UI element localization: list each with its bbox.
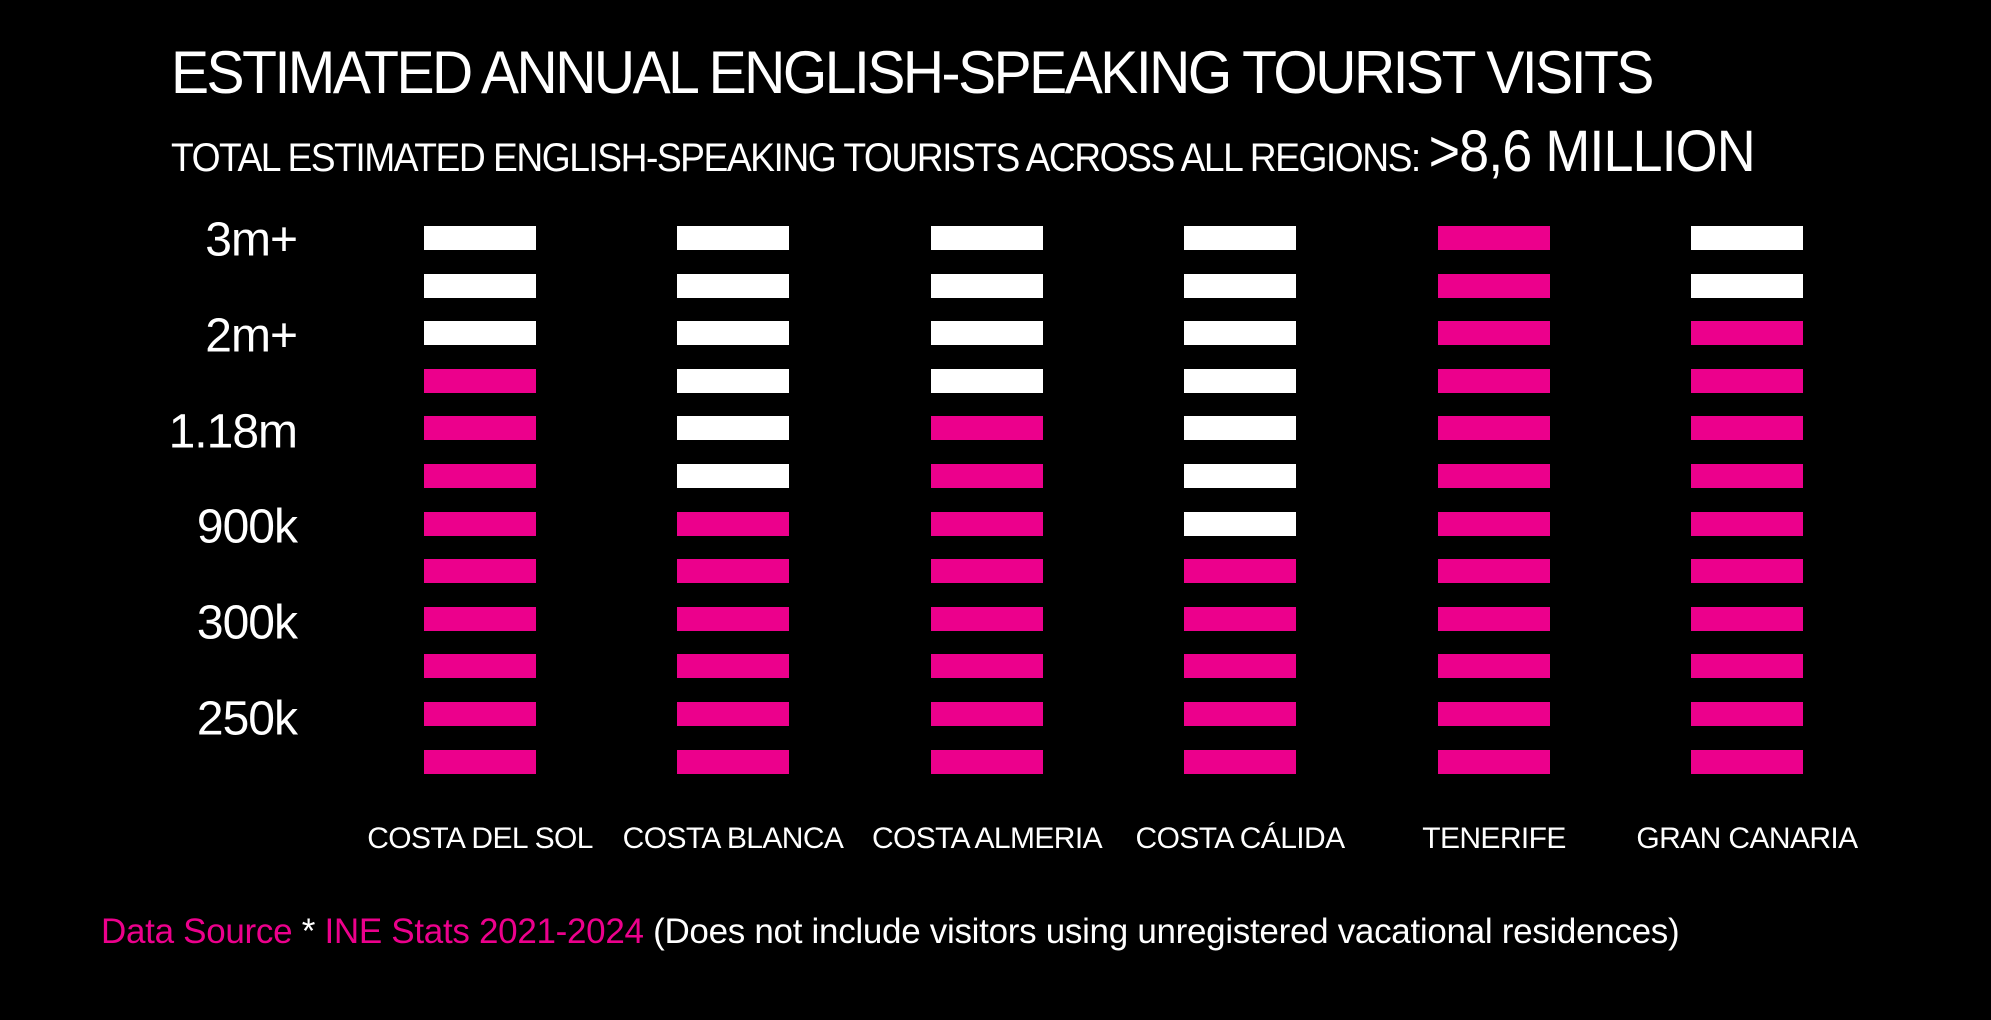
category-label: COSTA BLANCA [622,822,844,855]
bar-segment [424,749,536,774]
bar-segment [1438,464,1550,488]
bar-segment [424,702,536,726]
bar-segment [677,368,789,393]
bar-segment [1184,273,1296,298]
bar-segment [1184,368,1296,393]
bar-segment [1691,749,1803,774]
bar-segment [1691,321,1803,346]
y-tick-label: 300k [196,596,298,650]
category-label: COSTA ALMERIA [871,822,1103,855]
subtitle-total: >8,6 MILLION [1428,119,1756,184]
bar-segment [1184,511,1296,536]
subtitle-prefix: TOTAL ESTIMATED ENGLISH-SPEAKING TOURIST… [171,136,1429,180]
bar-segment [424,606,536,631]
source-name: INE Stats 2021-2024 [324,912,644,951]
bar-segment [1184,654,1296,679]
y-tick-label: 250k [196,692,298,746]
source-asterisk: * [292,912,325,951]
bar-segment [1438,606,1550,631]
bar-segment [1691,273,1803,298]
chart-title: ESTIMATED ANNUAL ENGLISH-SPEAKING TOURIS… [171,39,1654,106]
y-tick-label: 3m+ [205,213,298,267]
source-note: (Does not include visitors using unregis… [643,912,1680,951]
bar-segment [677,559,789,584]
bar-segment [1184,321,1296,346]
bar-segment [677,702,789,726]
bar-segment [931,416,1043,441]
bar-segment [677,321,789,346]
bar-segment [1691,559,1803,584]
bar-segment [1438,511,1550,536]
bar-segment [1691,702,1803,726]
bar-segment [1438,702,1550,726]
bar-segment [931,368,1043,393]
bar-segment [1691,464,1803,488]
bar-segment [931,559,1043,584]
category-label: COSTA DEL SOL [367,822,593,855]
bar-segment [677,464,789,488]
y-tick-label: 900k [196,500,298,554]
bar-segment [677,606,789,631]
bar-segment [424,511,536,536]
category-label: TENERIFE [1422,822,1566,855]
bar-segment [1438,368,1550,393]
chart-subtitle: TOTAL ESTIMATED ENGLISH-SPEAKING TOURIST… [171,118,1756,185]
bar-segment [931,702,1043,726]
source-label: Data Source [101,912,293,951]
y-tick-label: 1.18m [168,405,298,459]
bar-segment [424,416,536,441]
bar-segment [1184,749,1296,774]
bar-segment [677,654,789,679]
bar-segment [1438,273,1550,298]
bar-segment [1184,464,1296,488]
bar-segment [931,226,1043,250]
bar-segment [931,511,1043,536]
bar-segment [1438,321,1550,346]
bar-segment [1184,226,1296,250]
bar-segment [1691,416,1803,441]
footer-source: Data Source * INE Stats 2021-2024 (Does … [101,912,1680,952]
bar-segment [1438,416,1550,441]
bar-segment [1438,654,1550,679]
bar-segment [424,654,536,679]
bar-segment [931,606,1043,631]
y-tick-label: 2m+ [205,309,298,363]
bar-segment [1691,654,1803,679]
bar-segment [1691,511,1803,536]
bar-segment [424,273,536,298]
bar-segment [1691,368,1803,393]
bar-segment [677,416,789,441]
bar-segment [1691,606,1803,631]
bar-segment [677,511,789,536]
bar-segment [1184,559,1296,584]
bar-segment [1438,749,1550,774]
bar-segment [1184,416,1296,441]
category-label: COSTA CÁLIDA [1135,822,1346,855]
bar-segment [1438,559,1550,584]
bar-segment [931,321,1043,346]
bar-segment [424,321,536,346]
bar-segment [931,273,1043,298]
bar-segment [677,226,789,250]
bar-segment [931,749,1043,774]
bar-segment [424,226,536,250]
bar-segment [424,559,536,584]
bar-segment [1184,606,1296,631]
bar-segment [677,749,789,774]
bar-segment [424,464,536,488]
bar-segment [677,273,789,298]
bar-segment [931,654,1043,679]
bar-segment [931,464,1043,488]
bar-segment [1438,226,1550,250]
category-label: GRAN CANARIA [1636,822,1858,855]
bar-segment [1184,702,1296,726]
bar-segment [424,368,536,393]
bar-segment [1691,226,1803,250]
